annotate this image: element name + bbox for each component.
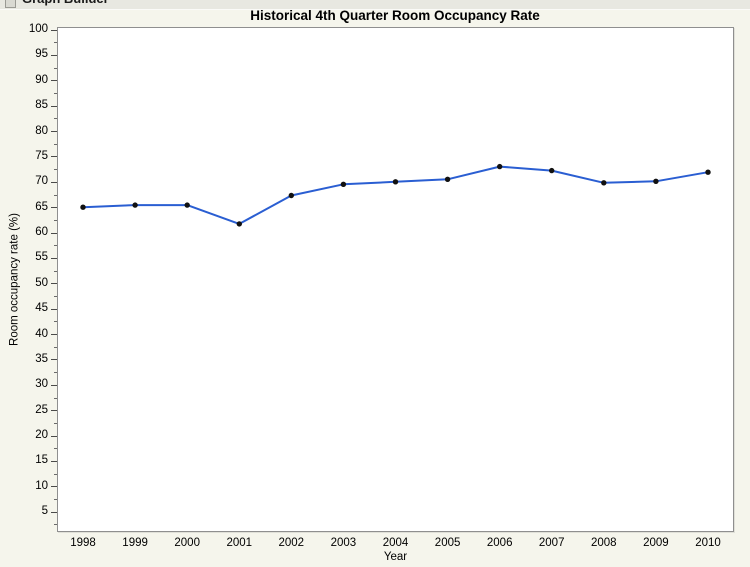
y-major-tick	[51, 486, 57, 488]
x-tick-label: 1998	[70, 537, 96, 549]
x-tick-label: 2010	[695, 537, 721, 549]
y-tick-label: 30	[35, 378, 48, 391]
y-major-tick	[51, 29, 57, 31]
data-point-marker[interactable]	[236, 221, 242, 227]
y-major-tick	[51, 232, 57, 234]
y-major-tick	[51, 334, 57, 336]
y-tick-label: 75	[35, 149, 48, 162]
y-minor-tick	[54, 42, 57, 44]
y-minor-tick	[54, 118, 57, 120]
x-tick-label: 2008	[591, 537, 617, 549]
outline-title: Graph Builder	[22, 0, 109, 7]
y-major-tick	[51, 283, 57, 285]
y-major-tick	[51, 181, 57, 183]
y-minor-tick	[54, 219, 57, 221]
y-tick-label: 85	[35, 99, 48, 112]
y-minor-tick	[54, 67, 57, 69]
data-point-marker[interactable]	[653, 178, 659, 184]
x-tick-label: 2009	[643, 537, 669, 549]
data-point-marker[interactable]	[184, 202, 190, 208]
y-major-tick	[51, 156, 57, 158]
x-axis-title: Year	[383, 551, 408, 563]
data-point-marker[interactable]	[288, 192, 294, 199]
outline-header: Graph Builder	[0, 0, 750, 10]
y-axis-title: Room occupancy rate (%)	[8, 213, 21, 346]
y-minor-tick	[54, 194, 57, 196]
y-minor-tick	[54, 524, 57, 526]
y-tick-label: 80	[35, 124, 48, 137]
data-point-marker[interactable]	[549, 167, 555, 174]
x-tick-label: 2004	[382, 537, 409, 549]
y-minor-tick	[54, 397, 57, 399]
y-tick-label: 65	[35, 200, 48, 213]
y-tick-label: 5	[41, 505, 48, 518]
y-major-tick	[51, 131, 57, 132]
x-tick-label: 2006	[486, 537, 513, 549]
y-minor-tick	[54, 346, 57, 348]
y-tick-label: 50	[35, 276, 48, 289]
x-tick-label: 2007	[538, 537, 565, 549]
x-tick-label: 2000	[174, 537, 200, 549]
chart-title: Historical 4th Quarter Room Occupancy Ra…	[250, 8, 540, 23]
y-tick-label: 100	[28, 23, 48, 35]
plot-frame[interactable]	[57, 27, 734, 532]
data-point-marker[interactable]	[705, 169, 711, 175]
series-line	[82, 165, 709, 225]
y-minor-tick	[54, 321, 57, 323]
y-minor-tick	[54, 270, 57, 272]
y-major-tick	[51, 435, 57, 437]
y-minor-tick	[54, 245, 57, 247]
y-tick-label: 25	[35, 403, 48, 416]
y-major-tick	[51, 80, 57, 82]
y-tick-label: 40	[35, 327, 48, 340]
x-tick-label: 2003	[330, 537, 357, 549]
y-tick-label: 55	[35, 251, 48, 264]
data-point-marker[interactable]	[444, 176, 451, 182]
y-major-tick	[51, 207, 57, 209]
y-minor-tick	[54, 143, 57, 145]
y-minor-tick	[54, 93, 57, 94]
y-major-tick	[51, 410, 57, 412]
y-major-tick	[51, 511, 57, 513]
y-minor-tick	[54, 422, 57, 424]
y-major-tick	[51, 384, 57, 386]
y-tick-label: 95	[35, 48, 48, 61]
y-major-tick	[51, 54, 57, 56]
y-major-tick	[51, 308, 57, 310]
data-point-marker[interactable]	[132, 202, 138, 208]
y-major-tick	[51, 257, 57, 259]
y-major-tick	[51, 460, 57, 462]
y-tick-label: 10	[35, 479, 48, 492]
x-tick-label: 2002	[278, 537, 305, 549]
y-tick-label: 20	[35, 429, 48, 442]
y-tick-label: 45	[35, 302, 48, 315]
y-minor-tick	[54, 499, 57, 500]
y-tick-label: 60	[35, 226, 48, 239]
y-minor-tick	[54, 448, 57, 450]
data-point-marker[interactable]	[601, 180, 607, 186]
y-minor-tick	[54, 169, 57, 171]
x-tick-label: 1999	[122, 537, 148, 549]
x-tick-label: 2005	[434, 537, 461, 549]
y-minor-tick	[54, 473, 57, 475]
y-tick-label: 15	[35, 454, 48, 467]
y-major-tick	[51, 359, 57, 361]
y-tick-label: 35	[35, 352, 48, 365]
y-major-tick	[51, 105, 57, 107]
data-point-marker[interactable]	[392, 179, 399, 185]
data-point-marker[interactable]	[340, 181, 347, 187]
x-tick-label: 2001	[226, 537, 253, 549]
y-minor-tick	[54, 372, 57, 374]
data-point-marker[interactable]	[497, 163, 503, 170]
y-tick-label: 70	[35, 175, 48, 188]
disclosure-icon[interactable]	[5, 0, 16, 8]
y-tick-label: 90	[35, 73, 48, 86]
data-point-marker[interactable]	[80, 204, 86, 210]
line-series	[80, 163, 711, 227]
y-minor-tick	[54, 296, 57, 297]
